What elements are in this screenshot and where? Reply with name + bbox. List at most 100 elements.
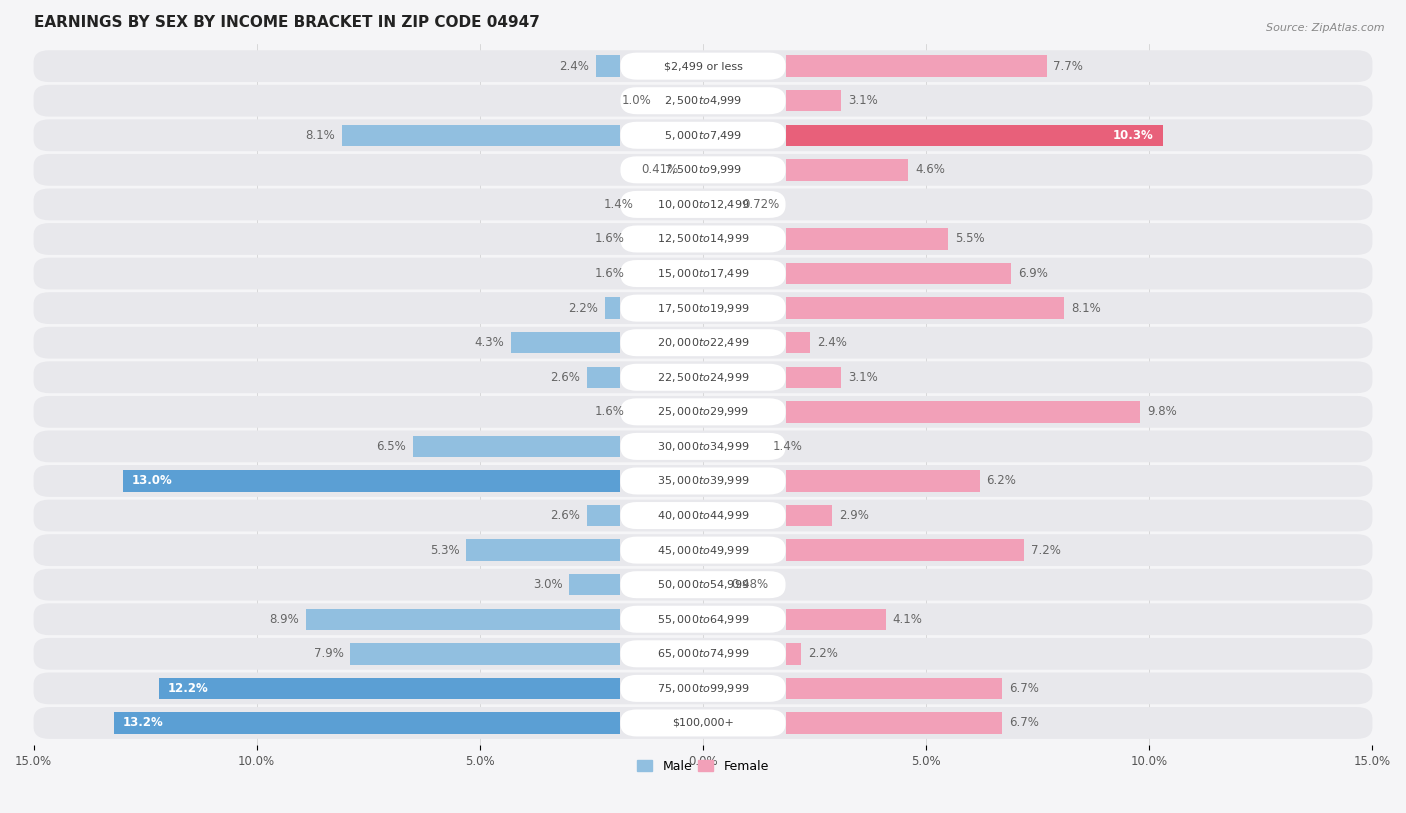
Text: 7.7%: 7.7%	[1053, 59, 1083, 72]
Bar	[786, 643, 801, 664]
FancyBboxPatch shape	[620, 294, 786, 322]
Text: 13.0%: 13.0%	[132, 475, 173, 488]
Bar	[786, 55, 1046, 77]
FancyBboxPatch shape	[620, 641, 786, 667]
Text: 13.2%: 13.2%	[122, 716, 163, 729]
Bar	[786, 401, 1140, 423]
Text: $25,000 to $29,999: $25,000 to $29,999	[657, 406, 749, 419]
FancyBboxPatch shape	[34, 292, 1372, 324]
FancyBboxPatch shape	[34, 707, 1372, 739]
FancyBboxPatch shape	[620, 537, 786, 563]
FancyBboxPatch shape	[34, 189, 1372, 220]
Text: $100,000+: $100,000+	[672, 718, 734, 728]
Bar	[413, 436, 620, 457]
Text: 8.9%: 8.9%	[270, 613, 299, 626]
FancyBboxPatch shape	[34, 223, 1372, 255]
FancyBboxPatch shape	[620, 398, 786, 425]
Text: 3.0%: 3.0%	[533, 578, 562, 591]
Text: $35,000 to $39,999: $35,000 to $39,999	[657, 475, 749, 488]
FancyBboxPatch shape	[34, 120, 1372, 151]
Text: 1.6%: 1.6%	[595, 406, 624, 419]
FancyBboxPatch shape	[620, 710, 786, 737]
Text: $10,000 to $12,499: $10,000 to $12,499	[657, 198, 749, 211]
Text: 0.72%: 0.72%	[742, 198, 779, 211]
Text: $20,000 to $22,499: $20,000 to $22,499	[657, 337, 749, 350]
Bar	[586, 505, 620, 526]
FancyBboxPatch shape	[34, 396, 1372, 428]
Text: $75,000 to $99,999: $75,000 to $99,999	[657, 682, 749, 695]
Text: $15,000 to $17,499: $15,000 to $17,499	[657, 267, 749, 280]
Text: $45,000 to $49,999: $45,000 to $49,999	[657, 544, 749, 557]
Text: 0.48%: 0.48%	[731, 578, 768, 591]
FancyBboxPatch shape	[620, 122, 786, 149]
Text: 8.1%: 8.1%	[305, 128, 335, 141]
Text: $7,500 to $9,999: $7,500 to $9,999	[664, 163, 742, 176]
FancyBboxPatch shape	[620, 363, 786, 391]
Bar	[786, 367, 841, 388]
Text: 6.2%: 6.2%	[987, 475, 1017, 488]
Bar	[786, 332, 810, 354]
FancyBboxPatch shape	[620, 329, 786, 356]
Text: $2,500 to $4,999: $2,500 to $4,999	[664, 94, 742, 107]
FancyBboxPatch shape	[34, 534, 1372, 566]
Bar	[569, 574, 620, 595]
Text: 1.6%: 1.6%	[595, 267, 624, 280]
Text: $50,000 to $54,999: $50,000 to $54,999	[657, 578, 749, 591]
Bar	[586, 367, 620, 388]
Bar	[786, 263, 1011, 285]
Bar	[786, 298, 1064, 319]
FancyBboxPatch shape	[620, 502, 786, 529]
FancyBboxPatch shape	[34, 569, 1372, 601]
FancyBboxPatch shape	[34, 638, 1372, 670]
Bar	[305, 609, 620, 630]
Text: $12,500 to $14,999: $12,500 to $14,999	[657, 233, 749, 246]
Text: 6.9%: 6.9%	[1018, 267, 1047, 280]
Text: Source: ZipAtlas.com: Source: ZipAtlas.com	[1267, 23, 1385, 33]
Text: $17,500 to $19,999: $17,500 to $19,999	[657, 302, 749, 315]
Bar	[786, 124, 1163, 146]
Text: 7.9%: 7.9%	[314, 647, 343, 660]
Bar	[114, 712, 620, 733]
FancyBboxPatch shape	[620, 433, 786, 460]
Text: 0.41%: 0.41%	[641, 163, 678, 176]
FancyBboxPatch shape	[620, 606, 786, 633]
FancyBboxPatch shape	[620, 53, 786, 80]
Text: 2.4%: 2.4%	[817, 337, 846, 350]
Text: 12.2%: 12.2%	[167, 682, 208, 695]
Text: 6.5%: 6.5%	[377, 440, 406, 453]
FancyBboxPatch shape	[34, 327, 1372, 359]
Text: 1.6%: 1.6%	[595, 233, 624, 246]
FancyBboxPatch shape	[34, 50, 1372, 82]
Bar	[350, 643, 620, 664]
Bar	[786, 228, 949, 250]
Text: $30,000 to $34,999: $30,000 to $34,999	[657, 440, 749, 453]
Bar	[342, 124, 620, 146]
FancyBboxPatch shape	[620, 572, 786, 598]
Text: 2.2%: 2.2%	[568, 302, 598, 315]
FancyBboxPatch shape	[34, 85, 1372, 116]
Text: 1.4%: 1.4%	[772, 440, 801, 453]
Text: 6.7%: 6.7%	[1008, 716, 1039, 729]
Text: $5,000 to $7,499: $5,000 to $7,499	[664, 128, 742, 141]
Text: 4.3%: 4.3%	[475, 337, 505, 350]
Bar	[605, 298, 620, 319]
Bar	[512, 332, 620, 354]
Text: 1.0%: 1.0%	[621, 94, 651, 107]
Text: $40,000 to $44,999: $40,000 to $44,999	[657, 509, 749, 522]
FancyBboxPatch shape	[620, 156, 786, 184]
FancyBboxPatch shape	[34, 154, 1372, 185]
Text: 2.6%: 2.6%	[550, 371, 581, 384]
FancyBboxPatch shape	[620, 675, 786, 702]
Legend: Male, Female: Male, Female	[633, 754, 773, 778]
Bar	[596, 55, 620, 77]
Bar	[786, 712, 1002, 733]
Text: $55,000 to $64,999: $55,000 to $64,999	[657, 613, 749, 626]
Text: $22,500 to $24,999: $22,500 to $24,999	[657, 371, 749, 384]
FancyBboxPatch shape	[34, 258, 1372, 289]
Text: $65,000 to $74,999: $65,000 to $74,999	[657, 647, 749, 660]
Text: 10.3%: 10.3%	[1114, 128, 1154, 141]
Bar	[786, 609, 886, 630]
FancyBboxPatch shape	[620, 225, 786, 253]
Bar	[786, 470, 980, 492]
FancyBboxPatch shape	[620, 260, 786, 287]
